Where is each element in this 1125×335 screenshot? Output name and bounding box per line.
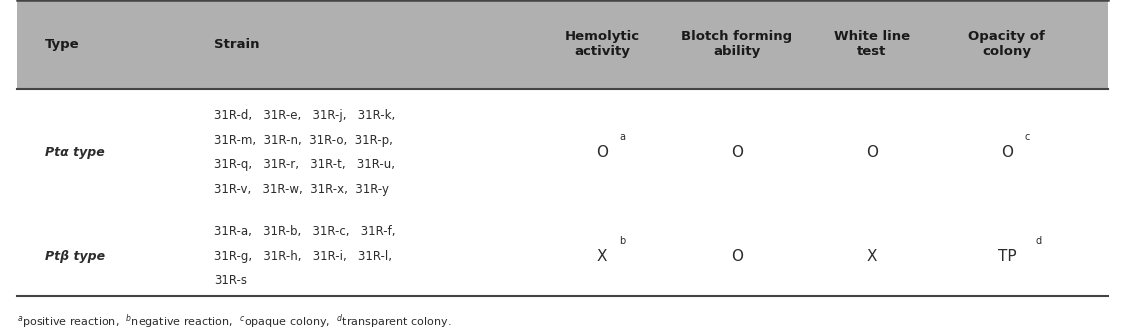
- Text: X: X: [596, 249, 608, 264]
- Text: O: O: [866, 145, 878, 160]
- Text: 31R-s: 31R-s: [214, 274, 246, 287]
- Text: b: b: [619, 236, 626, 246]
- Text: O: O: [596, 145, 608, 160]
- Text: O: O: [1001, 145, 1012, 160]
- Text: $^{a}$positive reaction,  $^{b}$negative reaction,  $^{c}$opaque colony,  $^{d}$: $^{a}$positive reaction, $^{b}$negative …: [17, 312, 451, 331]
- Text: 31R-d,   31R-e,   31R-j,   31R-k,: 31R-d, 31R-e, 31R-j, 31R-k,: [214, 109, 395, 122]
- Text: a: a: [620, 132, 626, 142]
- Text: 31R-v,   31R-w,  31R-x,  31R-y: 31R-v, 31R-w, 31R-x, 31R-y: [214, 183, 389, 196]
- Text: Type: Type: [45, 38, 80, 51]
- Text: 31R-a,   31R-b,   31R-c,   31R-f,: 31R-a, 31R-b, 31R-c, 31R-f,: [214, 225, 395, 238]
- Text: X: X: [866, 249, 878, 264]
- Bar: [17, 0, 1108, 89]
- Text: TP: TP: [998, 249, 1016, 264]
- Text: c: c: [1025, 132, 1030, 142]
- Text: Blotch forming
ability: Blotch forming ability: [682, 30, 792, 58]
- Text: Strain: Strain: [214, 38, 259, 51]
- Text: 31R-g,   31R-h,   31R-i,   31R-l,: 31R-g, 31R-h, 31R-i, 31R-l,: [214, 250, 392, 263]
- Text: Opacity of
colony: Opacity of colony: [969, 30, 1045, 58]
- Text: d: d: [1035, 236, 1041, 246]
- Text: Ptα type: Ptα type: [45, 146, 105, 159]
- Text: Ptβ type: Ptβ type: [45, 250, 105, 263]
- Text: White line
test: White line test: [834, 30, 910, 58]
- Text: 31R-m,  31R-n,  31R-o,  31R-p,: 31R-m, 31R-n, 31R-o, 31R-p,: [214, 134, 393, 147]
- Text: Hemolytic
activity: Hemolytic activity: [565, 30, 639, 58]
- Text: 31R-q,   31R-r,   31R-t,   31R-u,: 31R-q, 31R-r, 31R-t, 31R-u,: [214, 158, 395, 171]
- Text: O: O: [731, 145, 742, 160]
- Text: O: O: [731, 249, 742, 264]
